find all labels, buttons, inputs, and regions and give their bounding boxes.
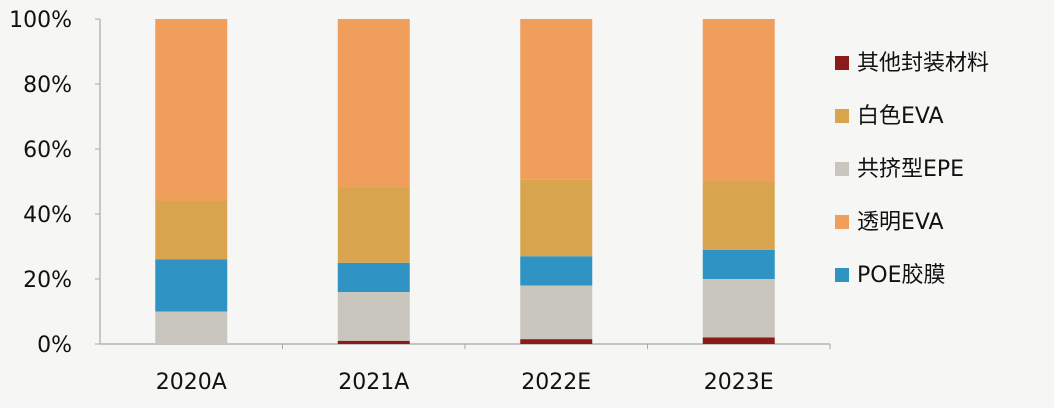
legend-label: POE胶膜 <box>857 263 945 288</box>
bar-segment <box>337 340 410 344</box>
bar-segment <box>520 256 593 286</box>
x-tick-label: 2022E <box>521 370 591 395</box>
legend-label: 白色EVA <box>857 104 944 129</box>
bar-segment <box>520 285 593 340</box>
bar-segment <box>702 337 775 344</box>
tick-labels: 0% 20% 40% 60% 80% 100% 2020A 2021A 2022E 2023E <box>9 8 774 395</box>
bar-segment <box>337 188 410 263</box>
bar-segment <box>702 19 775 182</box>
bar-segment <box>155 19 228 201</box>
bars <box>155 19 775 344</box>
bar-segment <box>155 311 228 344</box>
legend-swatch <box>835 162 849 176</box>
y-tick-label: 0% <box>37 333 72 358</box>
bar-segment <box>520 339 593 344</box>
legend-swatch <box>835 56 849 70</box>
y-tick-label: 20% <box>23 268 72 293</box>
legend-label: 共挤型EPE <box>857 157 964 182</box>
legend-label: 透明EVA <box>857 210 944 235</box>
legend-swatch <box>835 215 849 229</box>
bar-segment <box>337 19 410 188</box>
y-tick-label: 80% <box>23 73 72 98</box>
x-tick-label: 2023E <box>704 370 774 395</box>
bar-segment <box>155 201 228 260</box>
bar-segment <box>702 279 775 338</box>
bar-segment <box>337 262 410 292</box>
bar-segment <box>702 181 775 250</box>
bar-segment <box>155 259 228 312</box>
x-tick-label: 2021A <box>338 370 409 395</box>
x-tick-label: 2020A <box>156 370 227 395</box>
bar-segment <box>337 292 410 341</box>
y-tick-label: 100% <box>9 8 72 33</box>
bar-segment <box>702 249 775 279</box>
y-tick-label: 40% <box>23 203 72 228</box>
legend-label: 其他封装材料 <box>857 51 989 76</box>
legend-swatch <box>835 109 849 123</box>
bar-segment <box>520 179 593 257</box>
y-tick-label: 60% <box>23 138 72 163</box>
bar-segment <box>520 19 593 180</box>
legend-swatch <box>835 268 849 282</box>
